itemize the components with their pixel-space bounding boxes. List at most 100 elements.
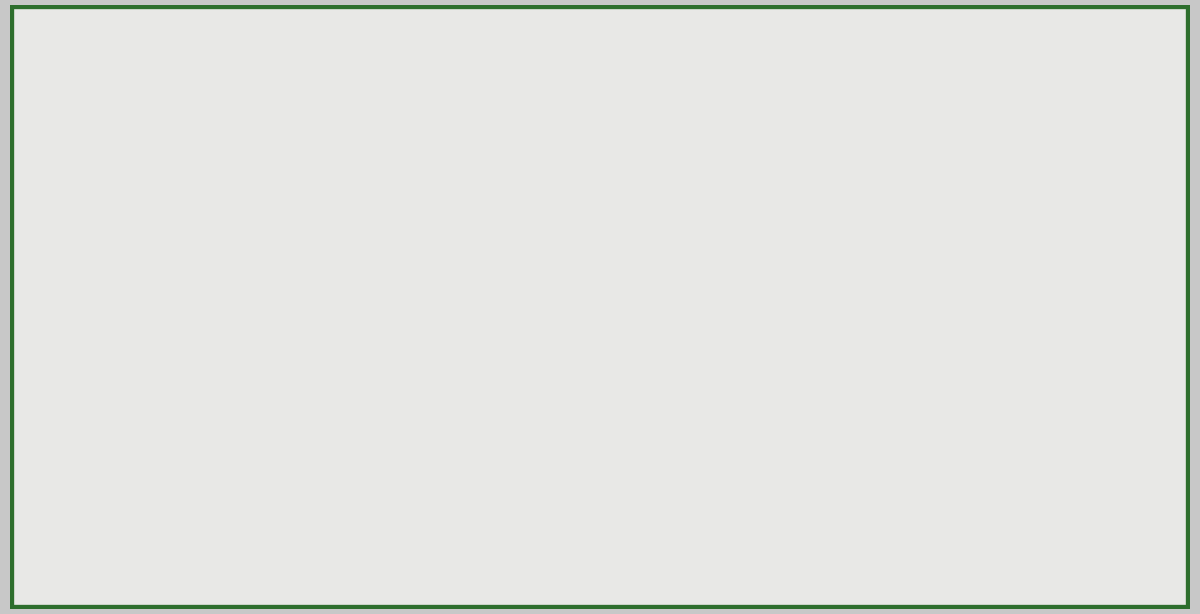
Text: 3Ω: 3Ω xyxy=(485,341,499,351)
Text: 3Ω: 3Ω xyxy=(794,87,809,98)
Text: 3Ω: 3Ω xyxy=(1092,367,1108,377)
Text: 1Ω: 1Ω xyxy=(824,340,838,351)
Text: VT.: VT. xyxy=(368,64,391,79)
Text: 2Ω: 2Ω xyxy=(869,87,882,98)
Text: IT: IT xyxy=(72,403,80,413)
Text: 4Ω = fre: 4Ω = fre xyxy=(1090,464,1130,473)
Text: Vr: Vr xyxy=(622,66,638,80)
Text: 2A: 2A xyxy=(384,42,396,52)
Text: 2.: 2. xyxy=(25,311,37,321)
Text: 2Ω: 2Ω xyxy=(949,464,965,473)
Text: 2Ω: 2Ω xyxy=(1092,394,1108,405)
Text: 2Ω: 2Ω xyxy=(677,340,690,351)
Text: Rt.: Rt. xyxy=(22,106,41,120)
Text: 4Ω: 4Ω xyxy=(866,46,880,56)
Text: 2Ω: 2Ω xyxy=(1092,408,1108,418)
Text: 6.: 6. xyxy=(612,311,624,321)
Text: 5Ω: 5Ω xyxy=(546,35,559,45)
Text: 5Ω: 5Ω xyxy=(947,87,961,98)
Text: Rt.: Rt. xyxy=(1092,335,1110,348)
Text: 5.: 5. xyxy=(612,38,624,49)
Text: 2Ω: 2Ω xyxy=(1092,353,1108,363)
Text: 1Ω: 1Ω xyxy=(1043,60,1058,70)
Text: 2Ω: 2Ω xyxy=(286,129,300,139)
Text: I: I xyxy=(954,404,958,414)
Text: FIND  VOLTAGE  TOTAL: FIND VOLTAGE TOTAL xyxy=(372,9,564,24)
Text: 1Ω: 1Ω xyxy=(499,115,514,125)
Text: 1Ω: 1Ω xyxy=(247,129,260,139)
Text: 2Ω: 2Ω xyxy=(272,429,286,439)
Text: 1Ω: 1Ω xyxy=(944,449,960,459)
Text: 1Ω: 1Ω xyxy=(544,429,558,439)
Text: FIND Pt.: FIND Pt. xyxy=(1092,319,1150,332)
Text: 2Ω: 2Ω xyxy=(443,7,457,17)
Text: M: M xyxy=(516,17,524,26)
Text: 4Ω: 4Ω xyxy=(594,72,608,83)
Text: 3Ω: 3Ω xyxy=(317,456,330,465)
Text: 2Ω: 2Ω xyxy=(730,52,744,62)
Text: 1Ω: 1Ω xyxy=(246,98,259,108)
Text: 2Ω: 2Ω xyxy=(197,102,210,112)
Text: ─: ─ xyxy=(32,371,44,391)
Text: 3Ω: 3Ω xyxy=(95,68,108,78)
Text: 3Ω: 3Ω xyxy=(276,395,289,405)
Text: 2Ω: 2Ω xyxy=(932,399,947,410)
Text: 2Ω: 2Ω xyxy=(194,395,209,405)
Text: FIND  TOTAL  RESISTANCE:: FIND TOTAL RESISTANCE: xyxy=(49,45,257,59)
Text: 1Ω: 1Ω xyxy=(570,18,584,29)
Text: 1Ω: 1Ω xyxy=(428,35,442,45)
Text: 3Ω: 3Ω xyxy=(571,422,584,432)
Text: 3Ω: 3Ω xyxy=(114,126,127,137)
Text: 1Ω: 1Ω xyxy=(904,365,917,375)
Text: FIND  THE  TOTAL  RESISTANCE.: FIND THE TOTAL RESISTANCE. xyxy=(428,305,677,319)
Text: 2Ω: 2Ω xyxy=(199,431,214,441)
Text: 1Ω: 1Ω xyxy=(942,368,955,378)
Text: ITAL: ITAL xyxy=(61,15,89,29)
Text: FIND  THE  TOTAL  CURRENT: FIND THE TOTAL CURRENT xyxy=(49,305,270,319)
Text: 1Ω: 1Ω xyxy=(1043,45,1058,55)
Text: 3Ω: 3Ω xyxy=(640,367,655,377)
Text: 1Ω: 1Ω xyxy=(529,422,542,432)
Text: 2Ω: 2Ω xyxy=(1048,75,1063,85)
Text: 5V: 5V xyxy=(19,392,38,405)
Text: 3: 3 xyxy=(362,45,370,55)
Text: 1Ω: 1Ω xyxy=(384,30,397,41)
Text: 2Ω: 2Ω xyxy=(516,76,530,85)
Text: 3Ω: 3Ω xyxy=(734,375,748,386)
Text: 1Ω: 1Ω xyxy=(935,80,948,90)
Text: FIND  Rt.: FIND Rt. xyxy=(635,305,704,319)
Text: FIND  THE  Vt.: FIND THE Vt. xyxy=(637,31,758,46)
Text: Rt.: Rt. xyxy=(625,350,642,363)
Text: 1Ω: 1Ω xyxy=(944,434,960,444)
Text: 1Ω: 1Ω xyxy=(563,375,576,386)
Text: 3Ω: 3Ω xyxy=(124,395,137,405)
Text: 1Ω: 1Ω xyxy=(556,345,570,356)
Text: 2Ω #1Ω: 2Ω #1Ω xyxy=(1090,449,1128,459)
Text: 2Ω: 2Ω xyxy=(173,68,187,78)
Text: :5Ω: :5Ω xyxy=(1043,30,1062,41)
Text: 2Ω: 2Ω xyxy=(637,378,652,388)
Text: :5Ω: :5Ω xyxy=(944,419,964,429)
Text: fo.: fo. xyxy=(1092,381,1106,391)
Text: 4Ω: 4Ω xyxy=(1092,422,1108,432)
Text: Is: Is xyxy=(935,355,943,365)
Text: 2Ω: 2Ω xyxy=(876,375,889,386)
Text: 4Ω = fre: 4Ω = fre xyxy=(949,384,991,395)
Text: 5Ω: 5Ω xyxy=(806,392,821,403)
Text: 2Ω #1Ω: 2Ω #1Ω xyxy=(944,370,983,380)
Text: Rt: Rt xyxy=(403,344,419,358)
Text: 1Ω: 1Ω xyxy=(433,76,446,85)
Text: 1.1: 1.1 xyxy=(624,10,643,24)
Text: 2Ω: 2Ω xyxy=(637,82,653,93)
Text: 4Ω: 4Ω xyxy=(800,365,815,376)
Text: 1Ω: 1Ω xyxy=(529,28,542,39)
Text: 1Ω: 1Ω xyxy=(244,99,258,109)
Text: 1: 1 xyxy=(136,15,144,29)
Text: 4: 4 xyxy=(407,311,415,321)
Text: 2Ω: 2Ω xyxy=(278,431,292,441)
Text: +: + xyxy=(32,359,44,375)
Text: 2Ω: 2Ω xyxy=(527,449,542,459)
Text: 2Ω: 2Ω xyxy=(756,340,769,351)
Text: 1Ω: 1Ω xyxy=(548,419,563,429)
Text: 1.: 1. xyxy=(25,51,37,61)
